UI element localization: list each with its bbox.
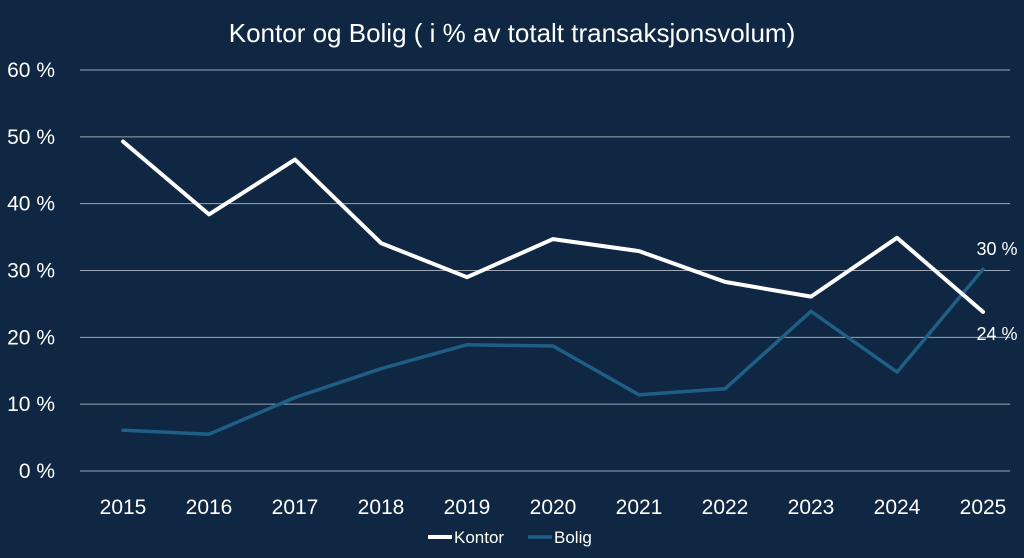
chart-title: Kontor og Bolig ( i % av totalt transaks…: [229, 18, 795, 48]
y-tick-label: 10 %: [7, 393, 55, 416]
x-tick-label: 2015: [100, 496, 147, 519]
y-tick-label: 40 %: [7, 193, 55, 216]
series-line-kontor: [121, 139, 985, 314]
series-line-bolig: [121, 267, 985, 436]
x-tick-label: 2024: [874, 496, 921, 519]
legend: Kontor Bolig: [428, 528, 592, 547]
x-tick-label: 2017: [272, 496, 319, 519]
legend-label-bolig: Bolig: [554, 528, 592, 547]
x-axis-tick-labels: 2015 2016 2017 2018 2019 2020 2021 2022 2023 2024…: [100, 496, 1007, 519]
data-label-kontor: 24 %: [976, 324, 1017, 344]
data-labels: 30 % 24 %: [976, 239, 1017, 344]
x-tick-label: 2020: [530, 496, 577, 519]
x-tick-label: 2016: [186, 496, 233, 519]
legend-label-kontor: Kontor: [454, 528, 504, 547]
y-tick-label: 20 %: [7, 326, 55, 349]
x-tick-label: 2018: [358, 496, 405, 519]
y-tick-label: 30 %: [7, 260, 55, 283]
y-tick-label: 60 %: [7, 59, 55, 82]
y-tick-label: 50 %: [7, 126, 55, 149]
series-lines: [121, 139, 985, 436]
gridlines: [80, 69, 1010, 472]
y-axis-tick-labels: 0 % 10 % 20 % 30 % 40 % 50 % 60 %: [7, 59, 55, 483]
y-tick-label: 0 %: [19, 460, 55, 483]
x-tick-label: 2022: [702, 496, 749, 519]
x-tick-label: 2023: [788, 496, 835, 519]
x-tick-label: 2019: [444, 496, 491, 519]
data-label-bolig: 30 %: [976, 239, 1017, 259]
x-tick-label: 2021: [616, 496, 663, 519]
x-tick-label: 2025: [960, 496, 1007, 519]
